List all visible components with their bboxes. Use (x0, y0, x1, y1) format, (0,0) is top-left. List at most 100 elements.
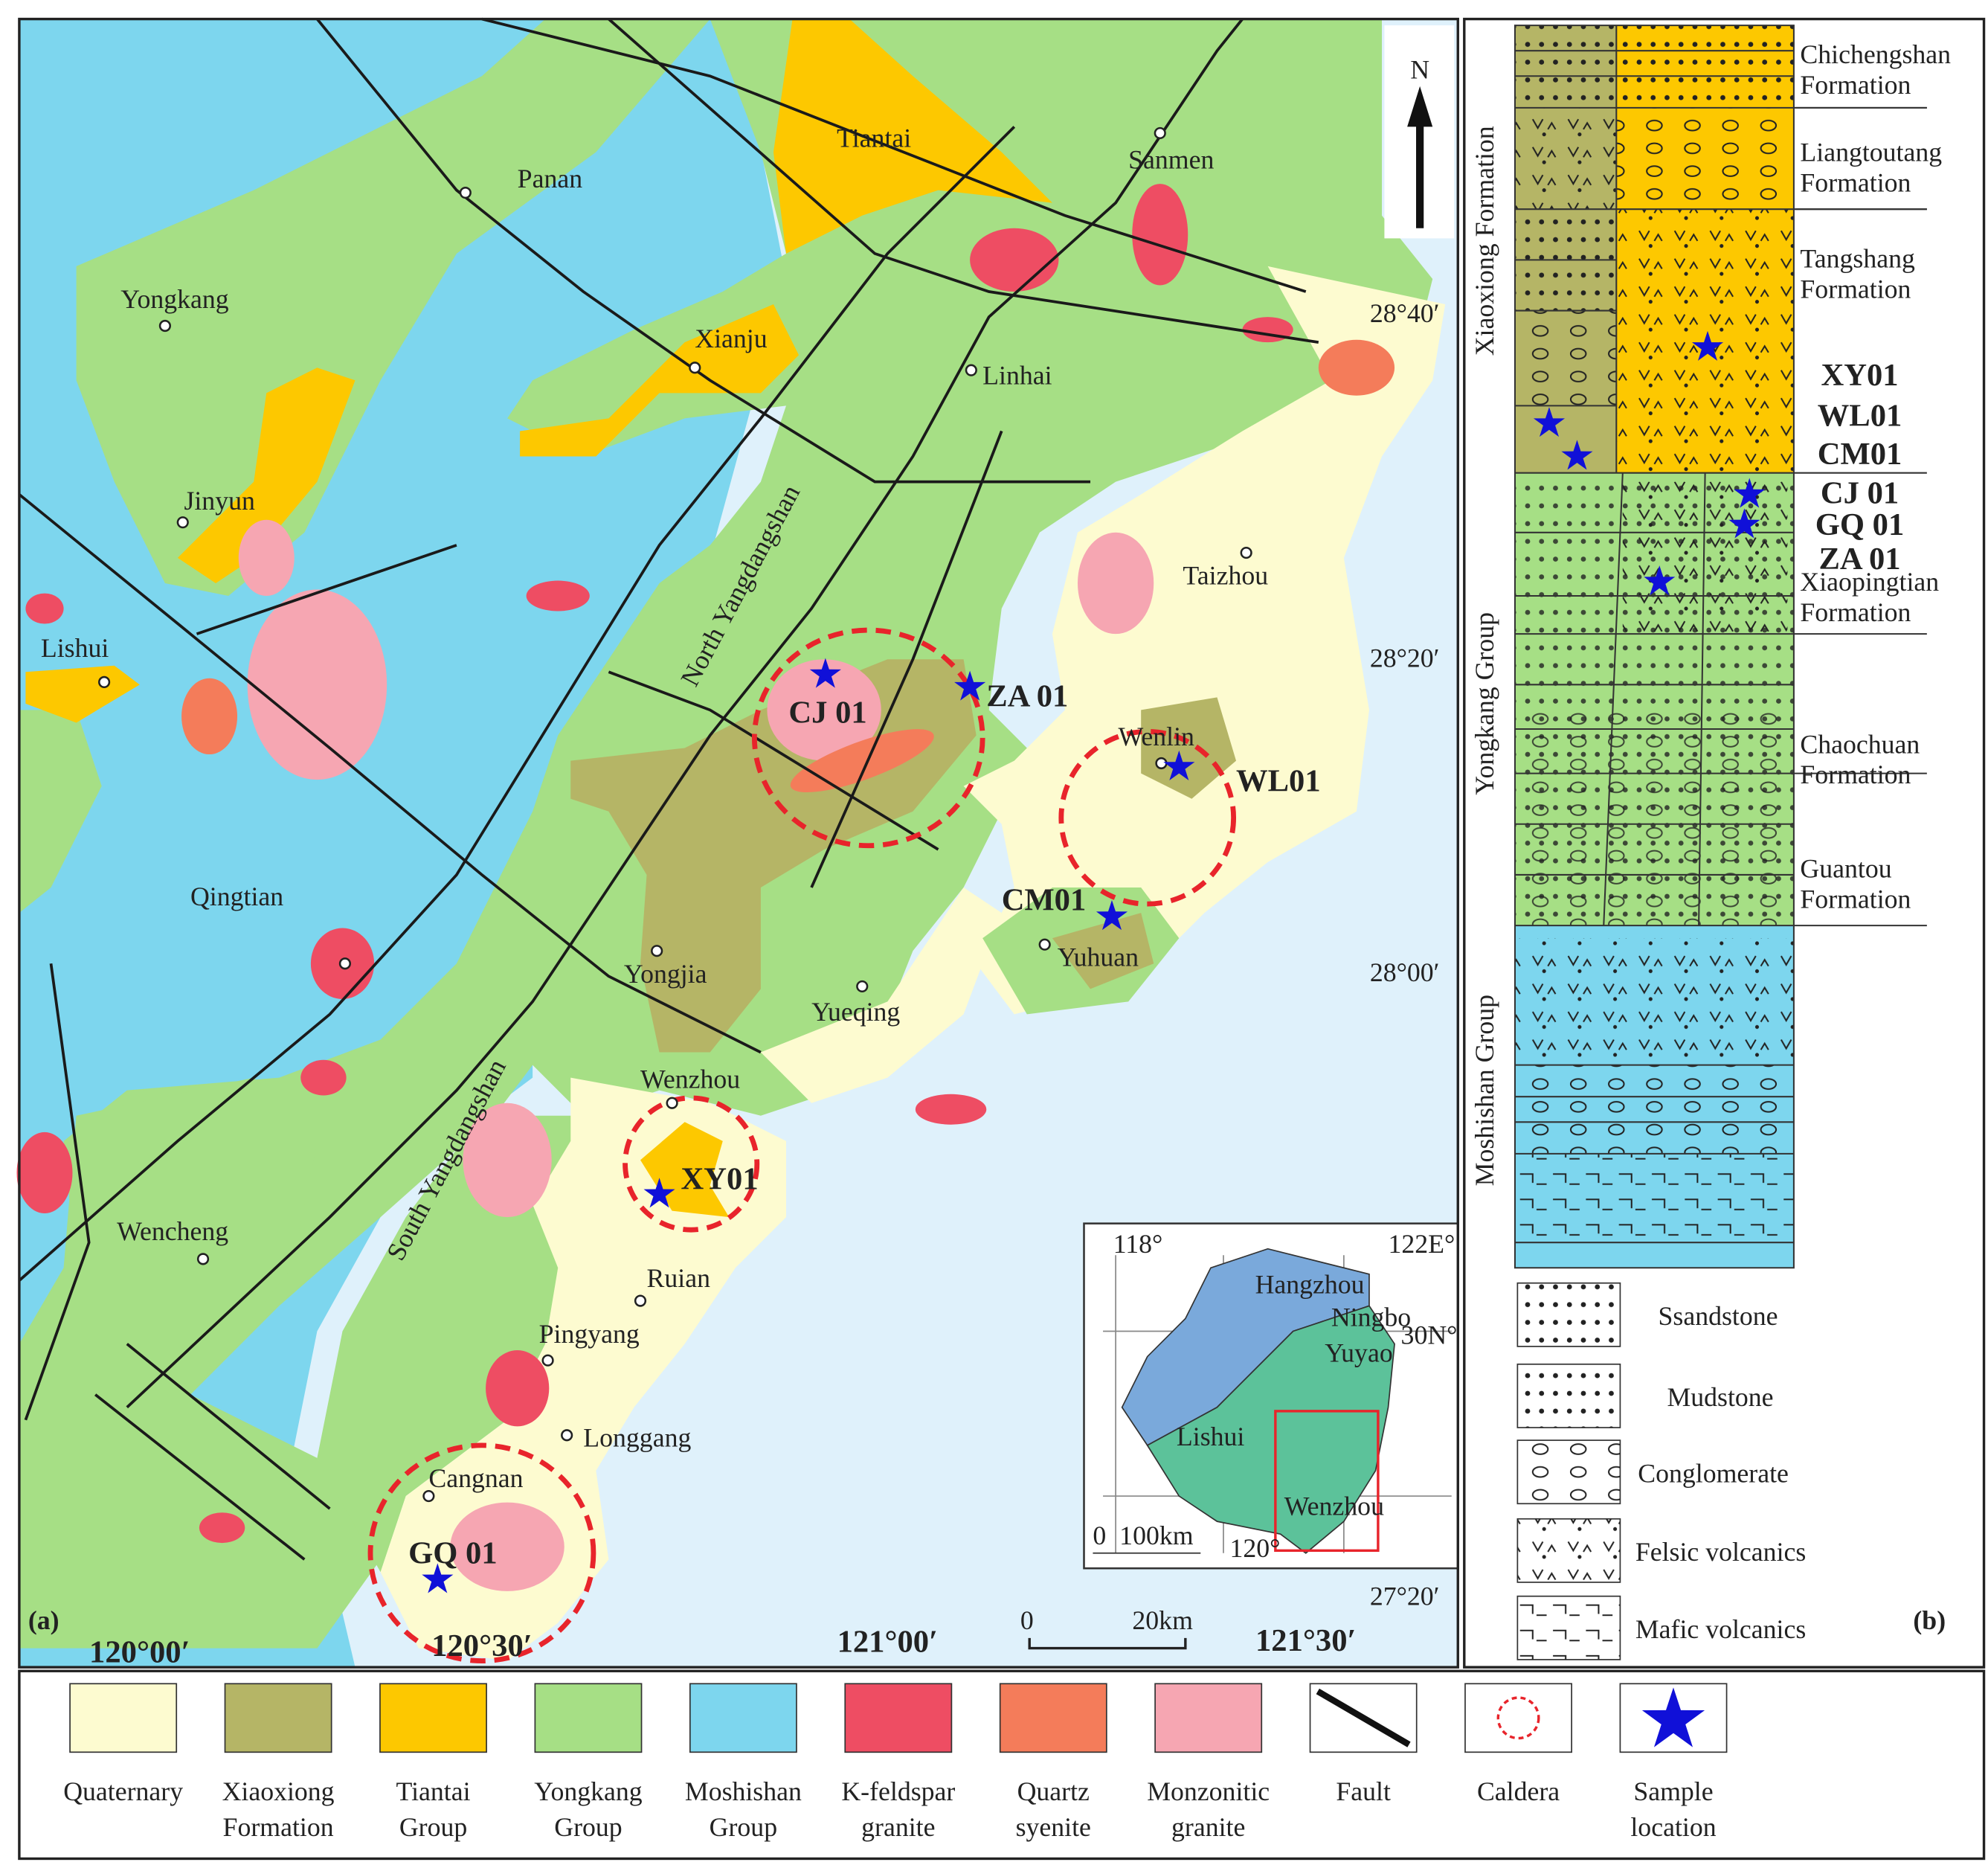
longitude-label: 121°30′ (1255, 1623, 1356, 1658)
place-label: Jinyun (184, 486, 255, 516)
inset-study-area (1274, 1410, 1380, 1553)
lithology-pattern (1517, 1596, 1621, 1660)
group-label: Xiaoxiong Formation (1470, 126, 1499, 356)
inset-label: 0 100km (1093, 1521, 1193, 1550)
inset-label: 122E° (1389, 1229, 1455, 1259)
fault (126, 1343, 331, 1510)
place-label: Lishui (41, 633, 109, 663)
place-label: Yongjia (624, 959, 707, 989)
place-label: Linhai (982, 360, 1052, 390)
column-leader (1795, 106, 1927, 211)
column-sample-label: GQ 01 (1815, 507, 1905, 542)
legend-swatch (844, 1683, 953, 1753)
k-feldspar-granite (1132, 184, 1188, 286)
latitude-label: 28°40′ (1370, 298, 1440, 328)
place-label: Cangnan (428, 1463, 523, 1493)
town-dot (651, 945, 663, 957)
column-sample-label: WL01 (1818, 399, 1902, 434)
map-panel: Panan Yongkang Xianju Tiantai Sanmen Lin… (16, 17, 1459, 1669)
town-dot (689, 362, 701, 374)
scale-label: 20km (1132, 1605, 1193, 1635)
formation-label: Xiaopingtian (1800, 567, 1939, 597)
scale-bar: 0 20km (1020, 1605, 1193, 1650)
town-dot (856, 980, 869, 993)
place-label: Longgang (583, 1423, 691, 1453)
caldera (1058, 728, 1237, 907)
longitude-label: 121°00′ (837, 1625, 939, 1660)
place-label: Wenzhou (640, 1064, 740, 1094)
quartz-syenite (181, 678, 238, 755)
k-feldspar-granite (16, 1131, 73, 1213)
formation-label: Liangtoutang (1800, 137, 1942, 167)
column-panel: Xiaoxiong Formation Yongkang Group Moshi… (1463, 17, 1986, 1669)
column-sample-label: CJ 01 (1821, 476, 1899, 511)
sample-labels: CJ 01 ZA 01 WL01 CM01 XY01 GQ 01 (408, 678, 1321, 1570)
column-texture (1616, 107, 1794, 210)
tiantai-area (520, 304, 800, 457)
place-label: Yueqing (811, 997, 900, 1027)
inset-place: Hangzhou (1255, 1269, 1365, 1299)
fault (608, 670, 939, 851)
formation-labels: ChichengshanFormationLiangtoutangFormati… (1800, 39, 1951, 914)
town-dot (1154, 126, 1166, 140)
formation-label: Formation (1800, 167, 1911, 197)
fault (24, 963, 91, 1421)
monzonitic-granite (463, 1102, 552, 1218)
north-label: N (1410, 55, 1429, 85)
place-label: Tiantai (837, 123, 911, 153)
legend-caldera (1496, 1696, 1540, 1740)
legend-swatch (379, 1683, 487, 1753)
sample-label: XY01 (681, 1162, 759, 1197)
fault (196, 544, 457, 635)
fault (315, 18, 1091, 484)
town-dot (1038, 938, 1051, 951)
legend-swatch (999, 1683, 1107, 1753)
k-feldspar-granite (526, 580, 590, 611)
k-feldspar-granite (915, 1094, 987, 1125)
legend-label: Formation (223, 1812, 334, 1842)
latitude-label: 27°20′ (1370, 1582, 1440, 1611)
sample-label: CM01 (1002, 883, 1087, 918)
caldera (623, 1095, 760, 1233)
legend-label: Tiantai (396, 1776, 471, 1806)
k-feldspar-granite (300, 1059, 347, 1096)
legend-swatch (69, 1683, 178, 1753)
formation-label: Guantou (1800, 853, 1891, 883)
fault (18, 126, 1016, 1282)
legend-label: Moshishan (685, 1776, 802, 1806)
formation-label: Formation (1800, 597, 1911, 627)
fault (18, 493, 762, 1054)
place-label: Yongkang (120, 284, 229, 314)
quaternary-area (760, 887, 1002, 1103)
quartz-syenite (790, 729, 934, 792)
sample-label: GQ 01 (408, 1535, 498, 1570)
legend-label: granite (861, 1812, 935, 1842)
town-dot (97, 675, 111, 688)
town-dots (97, 126, 1252, 1503)
panel-label: (b) (1913, 1605, 1946, 1635)
sample-label: ZA 01 (986, 678, 1068, 713)
formation-label: Chaochuan (1800, 729, 1920, 759)
lithology-label: Conglomerate (1638, 1458, 1789, 1488)
latitude-label: 28°20′ (1370, 643, 1440, 673)
inset-place: Yuyao (1325, 1338, 1392, 1367)
inset-place: Lishui (1177, 1422, 1244, 1451)
legend-label: granite (1171, 1812, 1245, 1842)
monzonitic-granite (1077, 532, 1154, 635)
town-dot (1155, 757, 1168, 770)
caldera (367, 1442, 596, 1664)
yongkang-area (317, 1115, 584, 1573)
column-sample-label: XY01 (1821, 358, 1898, 393)
xiaoxiong-area (1141, 697, 1237, 799)
inset-place: Ningbo (1331, 1303, 1411, 1332)
k-feldspar-granite (970, 228, 1059, 292)
legend-swatch (689, 1683, 797, 1753)
north-arrow-shape (1407, 86, 1433, 228)
column-sample-label: ZA 01 (1818, 542, 1900, 577)
place-label: Yuhuan (1058, 943, 1139, 972)
yongkang-area (19, 1077, 381, 1649)
column-sample-label: CM01 (1818, 437, 1902, 472)
legend-label: Caldera (1477, 1776, 1560, 1806)
inset-label: 120° (1229, 1533, 1280, 1563)
